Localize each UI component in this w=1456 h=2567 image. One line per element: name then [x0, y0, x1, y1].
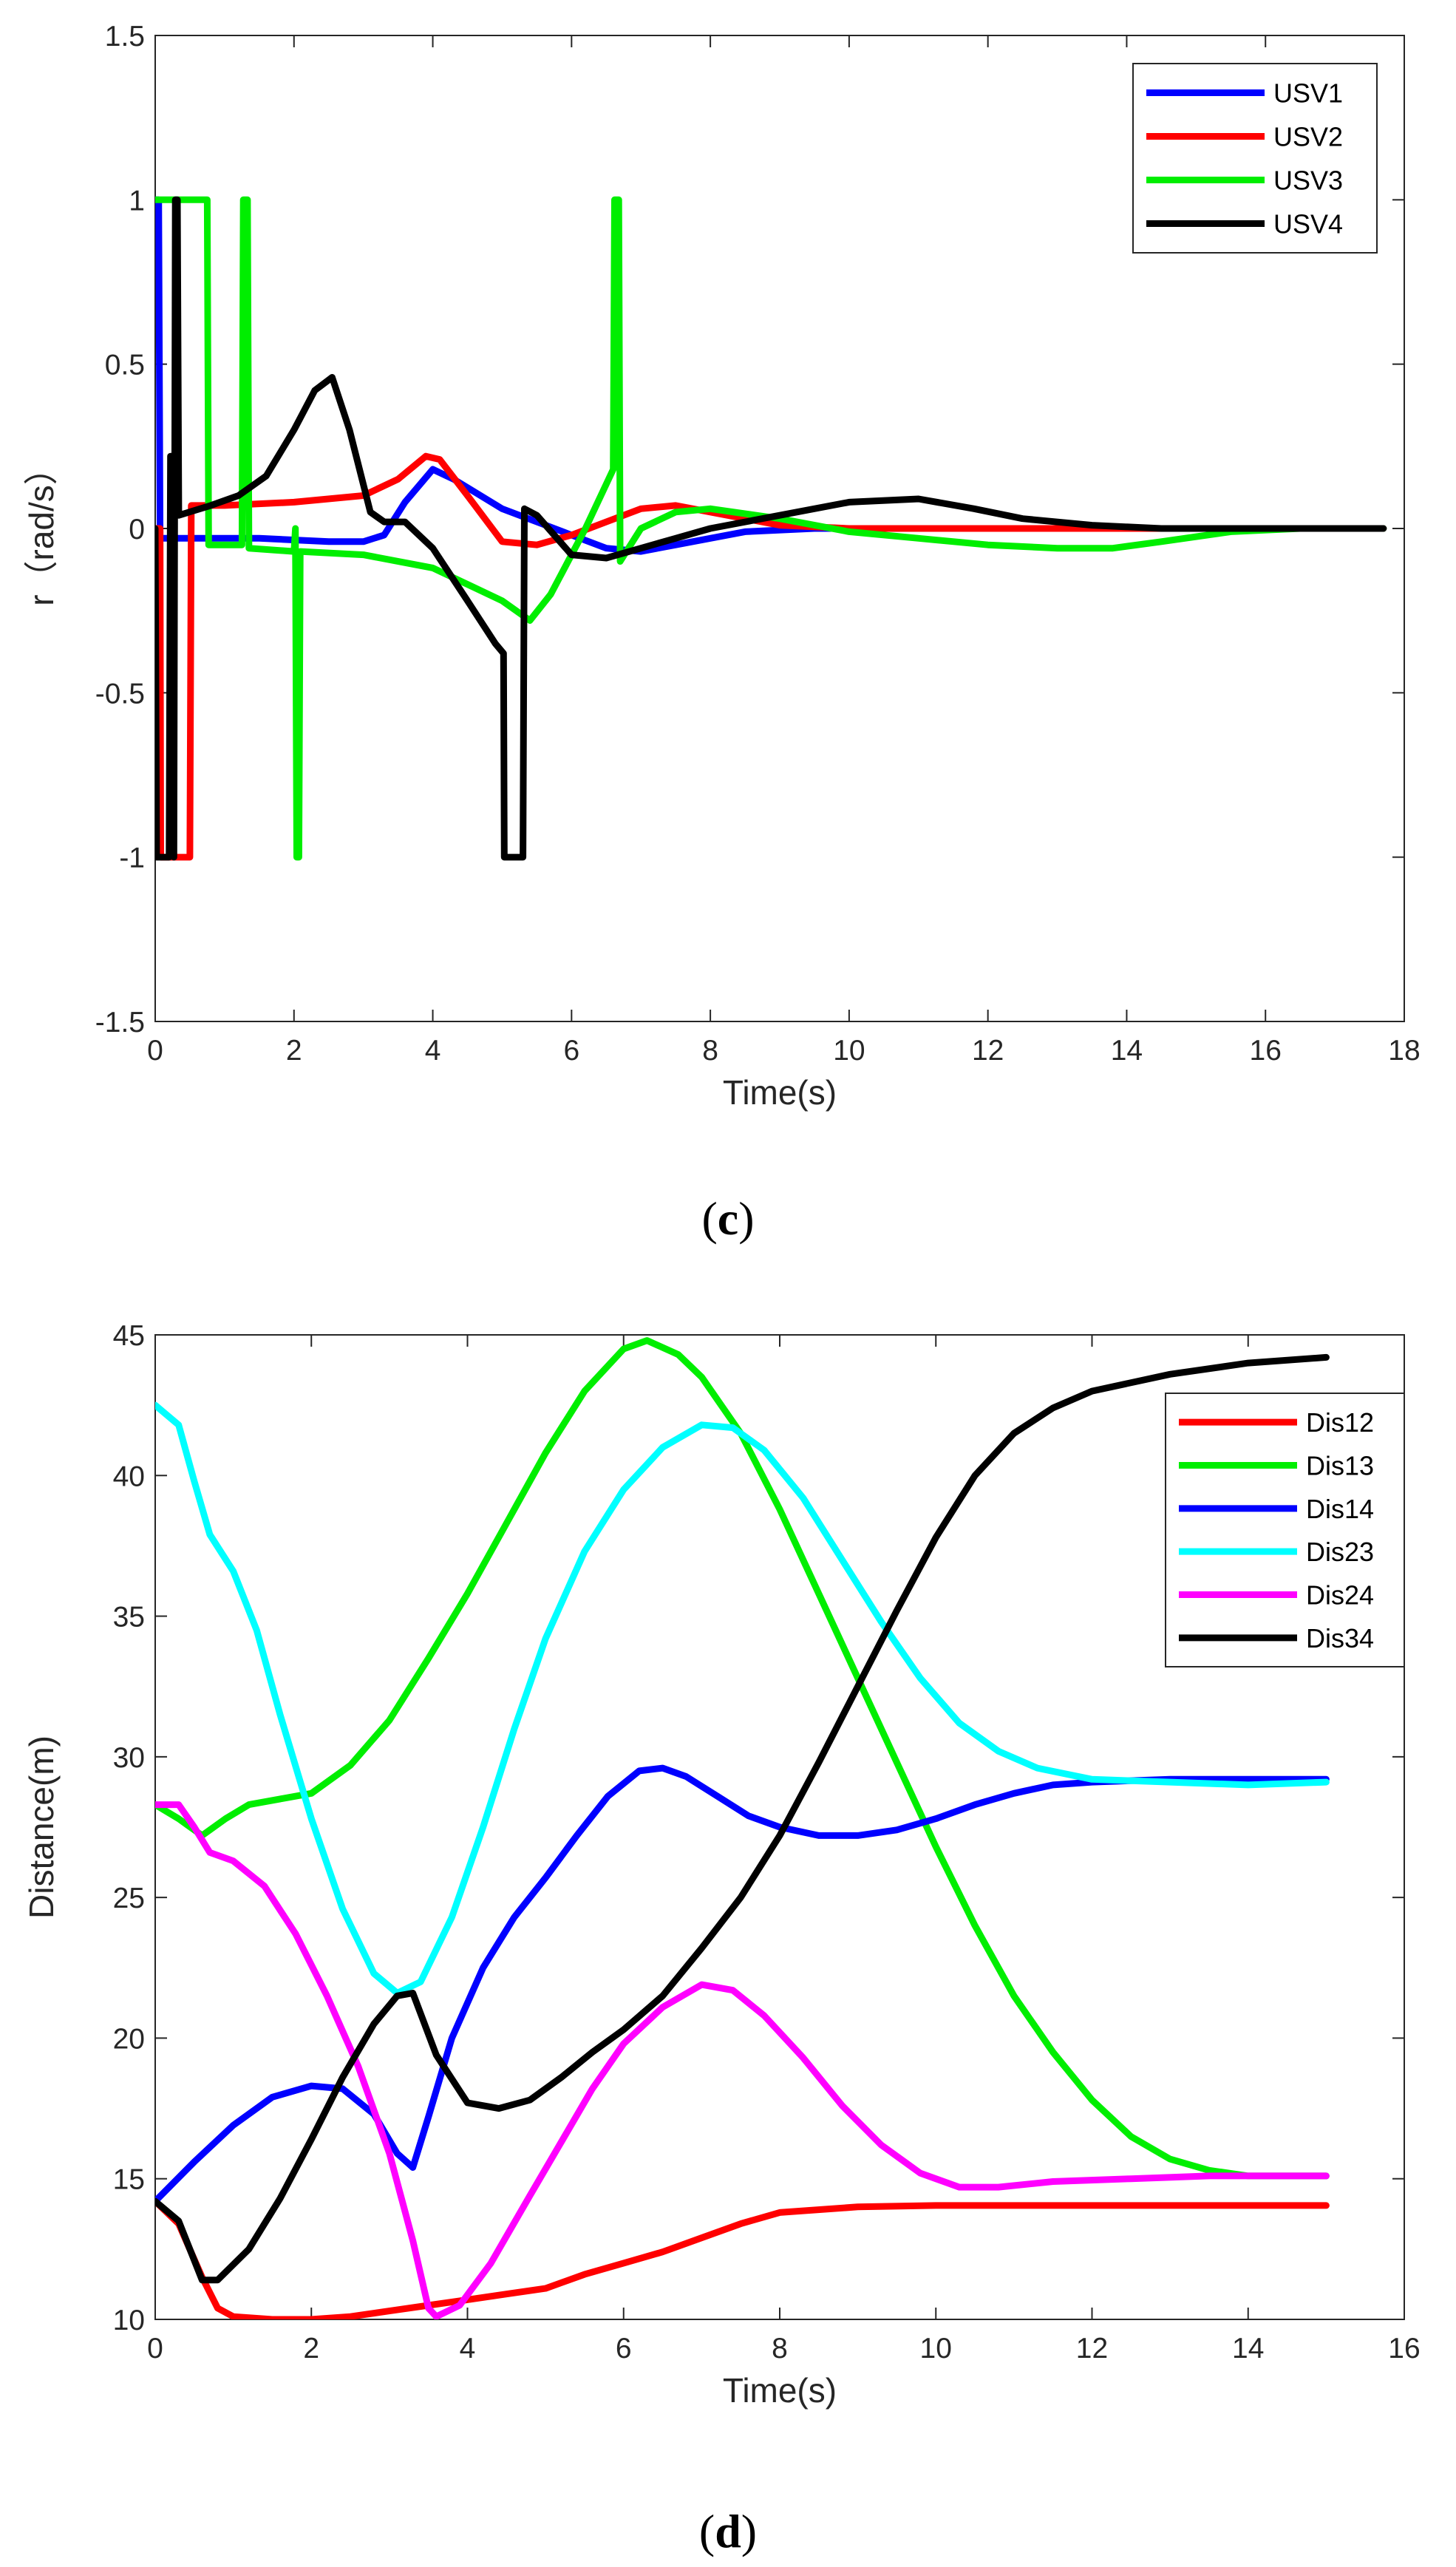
y-tick-label: 45: [113, 1320, 145, 1352]
x-tick-label: 4: [460, 2333, 476, 2364]
x-tick-label: 14: [1111, 1035, 1143, 1067]
caption-close-paren: ): [738, 1192, 754, 1245]
x-tick-label: 0: [147, 2333, 163, 2364]
panel-caption: (c): [701, 1192, 754, 1245]
x-tick-label: 16: [1388, 2333, 1420, 2364]
x-axis-label: Time(s): [723, 2371, 837, 2410]
caption-letter: c: [718, 1192, 738, 1245]
legend-label-dis23: Dis23: [1306, 1537, 1374, 1567]
series-line-dis14: [155, 1764, 1330, 2205]
y-axis-label: r（rad/s）: [22, 451, 61, 606]
legend-label-usv1: USV1: [1273, 78, 1343, 109]
x-tick-label: 6: [563, 1035, 579, 1067]
legend-label-dis12: Dis12: [1306, 1407, 1374, 1438]
x-tick-label: 8: [702, 1035, 718, 1067]
y-tick-label: -0.5: [95, 678, 145, 710]
y-tick-label: 0.5: [105, 350, 145, 381]
series-line-dis23: [155, 1401, 1330, 1996]
series-line-dis12: [155, 2197, 1330, 2319]
series-line-dis34: [155, 1353, 1330, 2284]
y-tick-label: 0: [129, 514, 145, 545]
panel-caption: (d): [699, 2505, 757, 2557]
legend-label-dis34: Dis34: [1306, 1623, 1374, 1653]
y-axis-label: Distance(m): [22, 1735, 61, 1919]
y-tick-label: 40: [113, 1461, 145, 1492]
y-tick-label: 30: [113, 1742, 145, 1774]
x-tick-label: 10: [920, 2333, 952, 2364]
legend-label-dis24: Dis24: [1306, 1580, 1374, 1611]
x-tick-label: 2: [303, 2333, 319, 2364]
legend: Dis12 Dis13 Dis14 Dis23 Dis24 Dis34: [1165, 1393, 1405, 1667]
series-line-dis24: [155, 1801, 1330, 2319]
chart-d: 0 2 4 6 8 10 12 14 16 10 15 20 25 30 35 40 45 Time(s) Dist…: [22, 1320, 1421, 2557]
x-tick-label: 14: [1232, 2333, 1264, 2364]
y-tick-label: -1: [119, 843, 145, 874]
caption-open-paren: (: [699, 2505, 715, 2557]
x-axis-label: Time(s): [723, 1073, 837, 1112]
y-tick-label: 15: [113, 2164, 145, 2196]
x-tick-label: 2: [286, 1035, 302, 1067]
x-tick-label: 6: [616, 2333, 632, 2364]
legend-label-dis14: Dis14: [1306, 1494, 1374, 1524]
legend-label-usv2: USV2: [1273, 122, 1343, 152]
y-tick-label: 10: [113, 2305, 145, 2336]
x-tick-label: 16: [1250, 1035, 1282, 1067]
y-tick-label: 35: [113, 1602, 145, 1633]
x-tick-label: 18: [1388, 1035, 1420, 1067]
legend: USV1 USV2 USV3 USV4: [1132, 63, 1378, 254]
y-tick-label: 25: [113, 1883, 145, 1914]
series-line-usv3: [155, 196, 1387, 861]
x-tick-label: 4: [425, 1035, 441, 1067]
caption-open-paren: (: [701, 1192, 717, 1245]
series-line-dis13: [155, 1337, 1330, 2180]
x-tick-label: 12: [1076, 2333, 1108, 2364]
legend-label-usv4: USV4: [1273, 209, 1343, 239]
y-tick-label: 1.5: [105, 21, 145, 52]
y-tick-label: 20: [113, 2023, 145, 2055]
chart-c: 0 2 4 6 8 10 12 14 16 18 -1.5 -1 -0.5 0 0.5 1 1.5 Time(s)…: [22, 21, 1421, 1245]
caption-letter: d: [715, 2505, 741, 2557]
x-tick-label: 8: [772, 2333, 788, 2364]
y-tick-label: -1.5: [95, 1007, 145, 1038]
x-tick-label: 0: [147, 1035, 163, 1067]
caption-close-paren: ): [741, 2505, 757, 2557]
legend-label-dis13: Dis13: [1306, 1451, 1374, 1481]
x-tick-label: 12: [972, 1035, 1004, 1067]
legend-box: [1165, 1393, 1405, 1667]
y-tick-label: 1: [129, 185, 145, 217]
legend-label-usv3: USV3: [1273, 166, 1343, 196]
series-line-usv4: [155, 196, 1387, 861]
x-tick-label: 10: [833, 1035, 865, 1067]
